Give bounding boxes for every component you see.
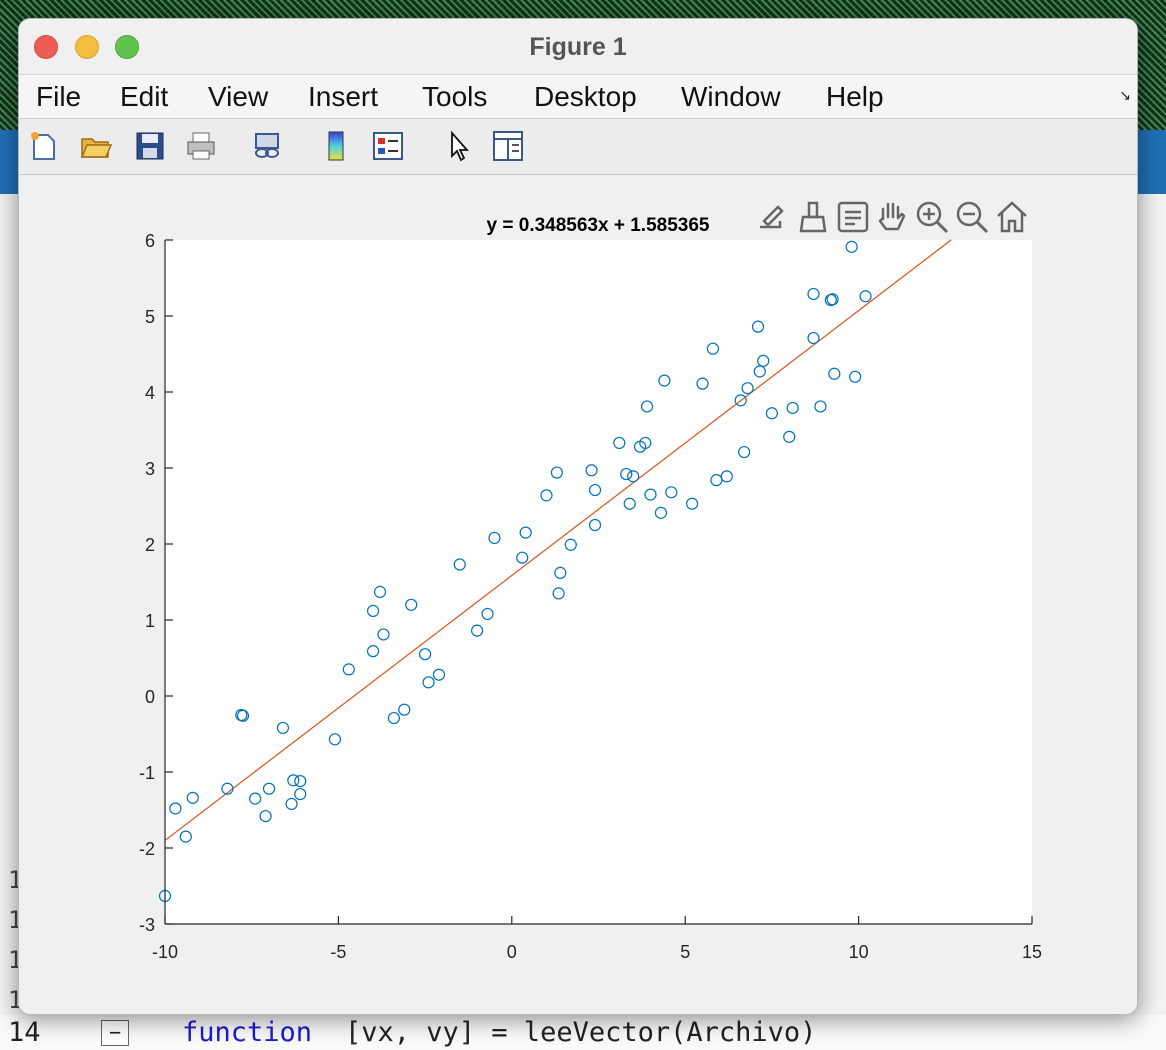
open-file-icon[interactable] <box>79 129 113 163</box>
figure-window: Figure 1 File Edit View Insert Tools Des… <box>18 18 1138 1015</box>
menu-insert[interactable]: Insert <box>308 81 379 112</box>
menu-desktop[interactable]: Desktop <box>534 81 637 112</box>
link-plot-icon[interactable] <box>250 129 284 163</box>
plot-area <box>19 176 1137 1014</box>
line-number: 14 <box>8 1017 41 1048</box>
export-icon[interactable] <box>754 199 790 235</box>
maximize-window-button[interactable] <box>115 35 139 59</box>
menu-view[interactable]: View <box>208 81 269 112</box>
zoom-out-icon[interactable] <box>954 199 990 235</box>
code-keyword: function <box>182 1017 313 1048</box>
figure-toolbar <box>19 119 1137 175</box>
data-tips-icon[interactable] <box>835 199 871 235</box>
save-icon[interactable] <box>133 129 167 163</box>
close-window-button[interactable] <box>34 35 58 59</box>
print-icon[interactable] <box>184 129 218 163</box>
zoom-in-icon[interactable] <box>914 199 950 235</box>
brush-icon[interactable] <box>795 199 831 235</box>
property-inspector-icon[interactable] <box>491 129 525 163</box>
fold-toggle[interactable]: − <box>101 1020 129 1046</box>
code-text: [vx, vy] = leeVector(Archivo) <box>345 1017 817 1048</box>
code-line[interactable]: 14 − function [vx, vy] = leeVector(Archi… <box>0 1015 1166 1050</box>
menu-window[interactable]: Window <box>681 81 781 112</box>
menu-file[interactable]: File <box>36 81 82 112</box>
expand-menu-icon[interactable]: ↘ <box>1119 87 1131 103</box>
pan-icon[interactable] <box>874 199 910 235</box>
menu-edit[interactable]: Edit <box>120 81 169 112</box>
window-title: Figure 1 <box>529 33 627 61</box>
legend-icon[interactable] <box>371 129 405 163</box>
menu-tools[interactable]: Tools <box>422 81 488 112</box>
home-icon[interactable] <box>994 199 1030 235</box>
menu-bar: File Edit View Insert Tools Desktop Wind… <box>19 75 1137 119</box>
colorbar-icon[interactable] <box>319 129 353 163</box>
new-figure-icon[interactable] <box>27 129 61 163</box>
title-bar[interactable]: Figure 1 <box>19 19 1137 75</box>
edit-plot-icon[interactable] <box>443 129 477 163</box>
menu-help[interactable]: Help <box>826 81 884 112</box>
minimize-window-button[interactable] <box>75 35 99 59</box>
